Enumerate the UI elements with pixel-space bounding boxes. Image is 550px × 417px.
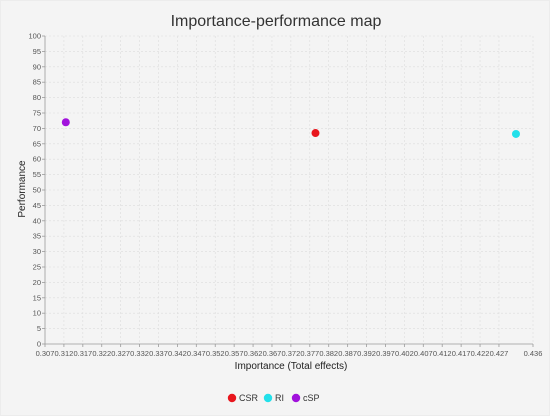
y-tick-label: 60 — [33, 155, 41, 164]
y-tick-label: 25 — [33, 263, 41, 272]
y-axis-label: Performance — [17, 160, 28, 218]
y-tick-label: 15 — [33, 293, 41, 302]
points-layer — [61, 118, 520, 138]
x-tick-label: 0.312 — [55, 349, 74, 358]
x-tick-label: 0.427 — [490, 349, 509, 358]
x-tick-label: 0.357 — [225, 349, 244, 358]
x-tick-label: 0.327 — [111, 349, 130, 358]
legend-marker — [227, 393, 237, 403]
x-tick-label: 0.417 — [452, 349, 471, 358]
y-tick-label: 65 — [33, 139, 41, 148]
legend-item-csp[interactable]: cSP — [291, 393, 320, 403]
x-tick-label: 0.342 — [168, 349, 187, 358]
y-tick-label: 70 — [33, 124, 41, 133]
grid-layer — [45, 35, 534, 344]
data-point-ri — [511, 129, 520, 138]
legend-label: RI — [275, 393, 284, 403]
y-tick-label: 20 — [33, 278, 41, 287]
y-tick-label: 90 — [33, 62, 41, 71]
legend-marker — [263, 393, 273, 403]
y-tick-label: 55 — [33, 170, 41, 179]
legend-label: CSR — [239, 393, 259, 403]
x-tick-label: 0.317 — [73, 349, 92, 358]
x-tick-label: 0.422 — [471, 349, 490, 358]
x-tick-label: 0.347 — [187, 349, 206, 358]
y-tick-label: 30 — [33, 247, 41, 256]
data-point-csr — [311, 129, 320, 138]
x-tick-label: 0.387 — [338, 349, 357, 358]
y-tick-label: 50 — [33, 186, 41, 195]
data-point-csp — [61, 118, 70, 127]
x-tick-label: 0.352 — [206, 349, 225, 358]
x-tick-label: 0.372 — [282, 349, 301, 358]
y-tick-label: 40 — [33, 216, 41, 225]
chart-title: Importance-performance map — [171, 13, 382, 30]
legend-label: cSP — [303, 393, 320, 403]
x-tick-label: 0.337 — [149, 349, 168, 358]
x-tick-label: 0.407 — [414, 349, 433, 358]
x-tick-label: 0.436 — [524, 349, 543, 358]
y-tick-label: 75 — [33, 109, 41, 118]
y-tick-label: 85 — [33, 78, 41, 87]
x-tick-label: 0.382 — [319, 349, 338, 358]
x-tick-label: 0.397 — [376, 349, 395, 358]
legend-marker — [291, 393, 301, 403]
y-tick-label: 5 — [37, 324, 41, 333]
y-tick-label: 10 — [33, 309, 41, 318]
legend: CSR RI cSP — [227, 393, 320, 403]
x-tick-label: 0.412 — [433, 349, 452, 358]
x-tick-label: 0.392 — [357, 349, 376, 358]
x-tick-label: 0.362 — [244, 349, 263, 358]
y-tick-label: 35 — [33, 232, 41, 241]
x-tick-label: 0.307 — [36, 349, 55, 358]
y-tick-label: 45 — [33, 201, 41, 210]
y-tick-label: 95 — [33, 47, 41, 56]
x-axis-label: Importance (Total effects) — [235, 361, 348, 372]
y-tick-label: 0 — [37, 340, 41, 349]
x-tick-label: 0.402 — [395, 349, 414, 358]
x-tick-label: 0.367 — [263, 349, 282, 358]
x-tick-label: 0.377 — [300, 349, 319, 358]
y-tick-label: 100 — [28, 32, 41, 41]
y-tick-label: 80 — [33, 93, 41, 102]
ticks-layer: 0 5 10 15 20 25 30 35 40 45 50 55 60 65 70 75 80 85 90 95 10… — [28, 32, 542, 359]
x-tick-label: 0.332 — [130, 349, 149, 358]
legend-item-ri[interactable]: RI — [263, 393, 284, 403]
legend-item-csr[interactable]: CSR — [227, 393, 259, 403]
x-tick-label: 0.322 — [92, 349, 111, 358]
